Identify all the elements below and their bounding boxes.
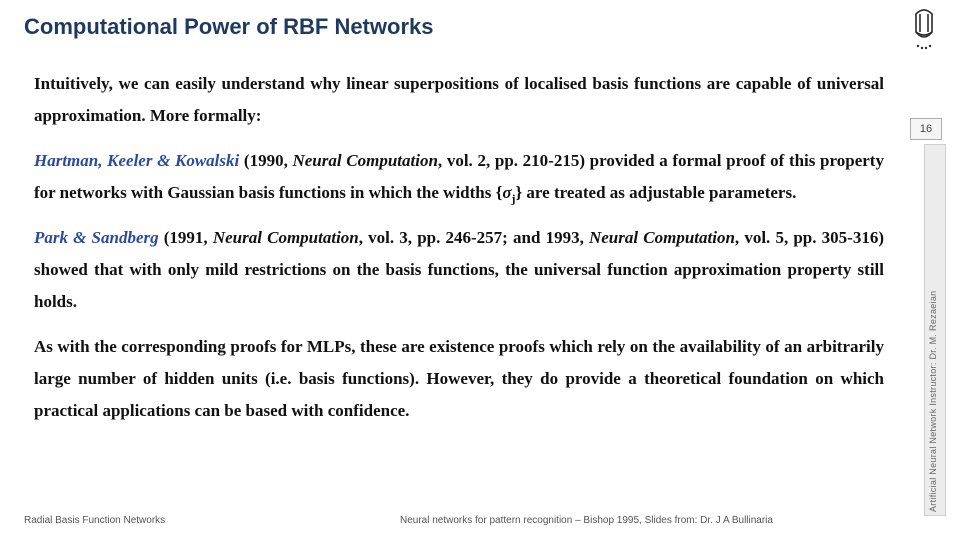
page-number: 16 [920, 123, 932, 135]
citation-hartman: Hartman, Keeler & Kowalski [34, 151, 239, 170]
text: (1991, [159, 228, 213, 247]
text: , vol. 3, pp. 246-257; and 1993, [359, 228, 589, 247]
page-number-box: 16 [910, 118, 942, 140]
paragraph-conclusion: As with the corresponding proofs for MLP… [34, 331, 884, 428]
paragraph-hartman: Hartman, Keeler & Kowalski (1990, Neural… [34, 145, 884, 210]
slide-body: Intuitively, we can easily understand wh… [34, 68, 884, 440]
footer-citation: Neural networks for pattern recognition … [400, 515, 773, 526]
journal-name: Neural Computation [589, 228, 735, 247]
journal-name: Neural Computation [213, 228, 359, 247]
university-logo [906, 8, 942, 57]
side-course-label: Artificial Neural Network Instructor: Dr… [928, 232, 942, 512]
text: (1990, [239, 151, 292, 170]
paragraph-park: Park & Sandberg (1991, Neural Computatio… [34, 222, 884, 319]
footer-topic: Radial Basis Function Networks [24, 515, 165, 526]
slide: Computational Power of RBF Networks 16 I… [0, 0, 960, 540]
text: As with the corresponding proofs for MLP… [34, 337, 884, 421]
text: Intuitively, we can easily understand wh… [34, 74, 884, 125]
journal-name: Neural Computation [292, 151, 437, 170]
slide-title: Computational Power of RBF Networks [24, 14, 433, 40]
sigma-symbol: σ [502, 183, 511, 202]
citation-park: Park & Sandberg [34, 228, 159, 247]
paragraph-intro: Intuitively, we can easily understand wh… [34, 68, 884, 133]
text: } are treated as adjustable parameters. [515, 183, 796, 202]
